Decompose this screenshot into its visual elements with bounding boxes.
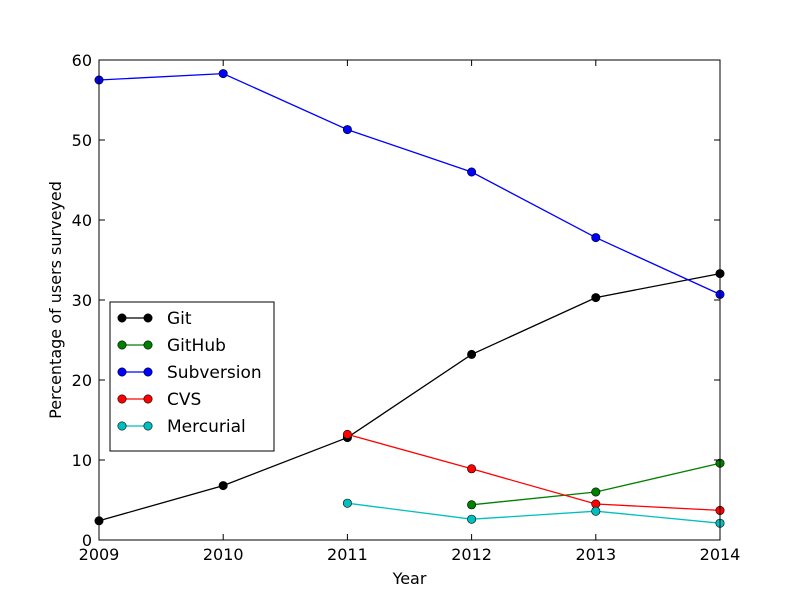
y-tick-label: 60 <box>72 51 92 70</box>
legend-item-subversion: Subversion <box>117 363 262 383</box>
legend-marker <box>117 367 127 377</box>
series-layer <box>94 69 725 528</box>
axis-ticks: 2009 2010 2011 2012 2013 2014 0 10 20 30 40 50 60 <box>72 51 741 564</box>
legend-marker <box>143 367 153 377</box>
y-tick-label: 30 <box>72 291 92 310</box>
legend-marker <box>143 340 153 350</box>
legend-marker <box>117 313 127 323</box>
y-axis-title: Percentage of users surveyed <box>46 181 65 419</box>
legend-marker <box>143 421 153 431</box>
series-line-cvs <box>347 433 721 512</box>
y-tick-label: 10 <box>72 451 92 470</box>
legend-marker <box>143 313 153 323</box>
data-point-mercurial <box>591 506 601 516</box>
legend-marker <box>143 394 153 404</box>
legend-marker <box>117 394 127 404</box>
series-mercurial <box>342 498 725 528</box>
legend-label: GitHub <box>167 336 226 356</box>
legend-item-github: GitHub <box>117 336 226 356</box>
legend-label: CVS <box>167 390 201 410</box>
x-tick-label: 2010 <box>203 545 244 564</box>
legend-marker <box>117 340 127 350</box>
y-tick-label: 20 <box>72 371 92 390</box>
series-line-mercurial <box>347 502 721 524</box>
data-point-git <box>218 481 228 491</box>
y-tick-label: 40 <box>72 211 92 230</box>
data-point-git <box>591 293 601 303</box>
legend-item-git: Git <box>117 309 192 329</box>
data-point-cvs <box>342 429 352 439</box>
plot-area <box>94 69 725 528</box>
series-line-subversion <box>98 72 721 295</box>
data-point-github <box>591 487 601 497</box>
data-point-subversion <box>218 69 228 79</box>
x-axis-title: Year <box>392 569 427 588</box>
series-line-git <box>98 272 721 522</box>
data-point-subversion <box>591 233 601 243</box>
data-point-mercurial <box>467 514 477 524</box>
y-tick-label: 0 <box>82 531 92 550</box>
data-point-github <box>467 500 477 510</box>
data-point-mercurial <box>342 498 352 508</box>
x-tick-label: 2009 <box>79 545 120 564</box>
legend-label: Git <box>167 309 192 329</box>
series-subversion <box>94 69 725 299</box>
x-tick-label: 2013 <box>575 545 616 564</box>
data-point-cvs <box>467 464 477 474</box>
legend: Git GitHub Subversion CVS Mercurial <box>109 301 275 452</box>
legend-label: Mercurial <box>167 417 246 437</box>
x-tick-label: 2012 <box>451 545 492 564</box>
x-tick-label: 2014 <box>700 545 741 564</box>
x-tick-label: 2011 <box>327 545 368 564</box>
y-tick-label: 50 <box>72 131 92 150</box>
legend-label: Subversion <box>167 363 262 383</box>
legend-item-mercurial: Mercurial <box>117 417 246 437</box>
legend-marker <box>117 421 127 431</box>
data-point-subversion <box>342 125 352 135</box>
data-point-git <box>467 349 477 359</box>
data-point-subversion <box>467 167 477 177</box>
series-github <box>467 458 725 510</box>
legend-item-cvs: CVS <box>117 390 201 410</box>
